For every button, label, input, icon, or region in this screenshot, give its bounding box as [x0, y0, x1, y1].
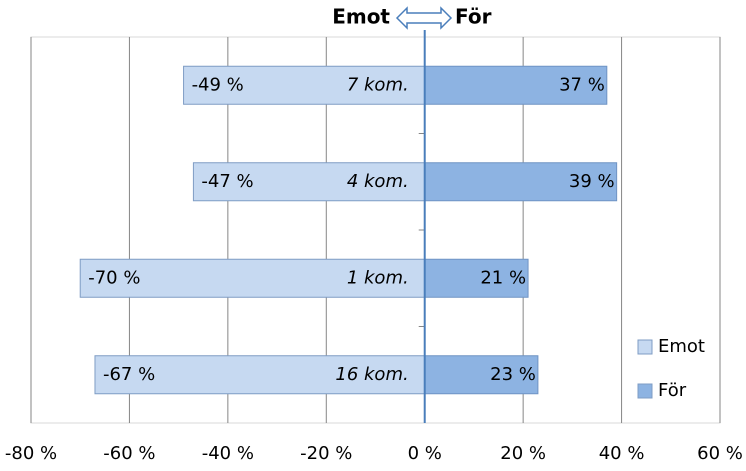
value-label: -49 %: [192, 74, 244, 95]
category-label: 7 kom.: [347, 74, 409, 95]
category-label: 1 kom.: [347, 267, 409, 288]
value-label: -70 %: [88, 267, 140, 288]
bar: [183, 65, 426, 105]
value-label: 39 %: [569, 171, 615, 192]
value-label: 23 %: [490, 364, 536, 385]
category-label: 16 kom.: [335, 364, 408, 385]
value-label: 21 %: [480, 267, 526, 288]
value-label: -47 %: [201, 171, 253, 192]
value-label: -67 %: [103, 364, 155, 385]
x-tick-label: -60 %: [103, 443, 155, 464]
x-tick-label: 0 %: [408, 443, 442, 464]
left-header: Emot: [332, 5, 390, 29]
header-arrow: [395, 6, 453, 30]
category-label: 4 kom.: [347, 171, 409, 192]
x-tick-label: -40 %: [202, 443, 254, 464]
legend-label: För: [658, 380, 687, 401]
value-label: 37 %: [559, 74, 605, 95]
bar: [192, 162, 426, 202]
x-tick-label: -20 %: [300, 443, 352, 464]
legend-swatch: [637, 339, 653, 355]
bar: [424, 258, 529, 298]
bar: [424, 65, 608, 105]
bar: [94, 355, 426, 395]
bar: [79, 258, 426, 298]
legend-swatch: [637, 383, 653, 399]
legend-label: Emot: [658, 336, 705, 357]
bar: [424, 355, 539, 395]
bar: [424, 162, 618, 202]
x-tick-label: -80 %: [5, 443, 57, 464]
x-tick-label: 60 %: [697, 443, 743, 464]
x-tick-label: 20 %: [500, 443, 546, 464]
right-header: För: [455, 5, 492, 29]
x-tick-label: 40 %: [599, 443, 645, 464]
